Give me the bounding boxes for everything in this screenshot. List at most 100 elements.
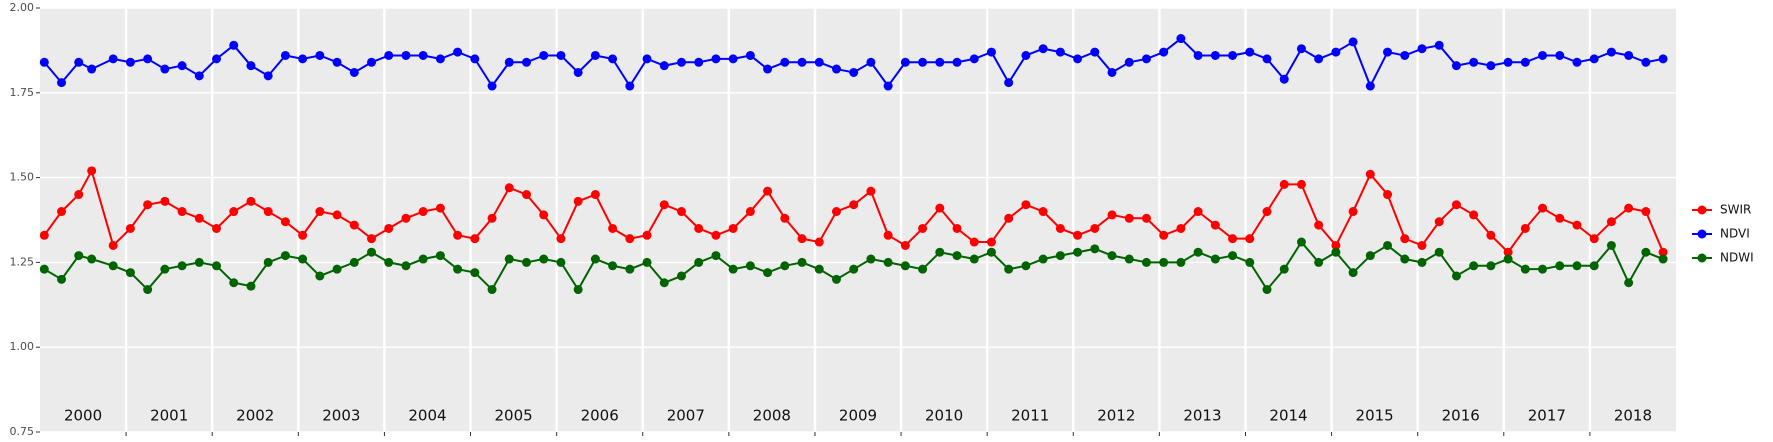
point: [1107, 251, 1117, 261]
point: [1228, 234, 1238, 244]
point: [57, 78, 67, 88]
year-label: 2005: [494, 407, 532, 425]
point: [212, 261, 222, 271]
point: [556, 234, 566, 244]
point: [676, 271, 686, 281]
point: [125, 223, 135, 233]
point: [1262, 285, 1272, 295]
point: [1434, 217, 1444, 227]
point: [298, 230, 308, 240]
point: [332, 210, 342, 220]
point: [590, 50, 600, 60]
point: [1210, 50, 1220, 60]
point: [1210, 254, 1220, 264]
point: [1417, 44, 1427, 54]
point: [143, 54, 153, 64]
point: [1073, 247, 1083, 257]
point: [1451, 200, 1461, 210]
point: [1073, 230, 1083, 240]
point: [1262, 54, 1272, 64]
point: [160, 264, 170, 274]
point: [74, 251, 84, 261]
point: [935, 203, 945, 213]
point: [435, 203, 445, 213]
point: [1589, 261, 1599, 271]
point: [470, 234, 480, 244]
year-label: 2001: [150, 407, 188, 425]
point: [384, 50, 394, 60]
point: [349, 220, 359, 230]
year-label: 2014: [1269, 407, 1307, 425]
point: [952, 223, 962, 233]
point: [918, 223, 928, 233]
point: [418, 207, 428, 217]
point: [1641, 247, 1651, 257]
point: [556, 257, 566, 267]
point: [1365, 169, 1375, 179]
year-label: 2015: [1356, 407, 1394, 425]
point: [1279, 74, 1289, 84]
point: [401, 50, 411, 60]
point: [1348, 37, 1358, 47]
point: [246, 281, 256, 291]
year-label: 2012: [1097, 407, 1135, 425]
point: [1021, 50, 1031, 60]
point: [160, 196, 170, 206]
point: [1589, 54, 1599, 64]
point: [1159, 47, 1169, 57]
point: [1296, 237, 1306, 247]
point: [1417, 240, 1427, 250]
point: [1279, 264, 1289, 274]
point: [728, 264, 738, 274]
point: [1073, 54, 1083, 64]
point: [1572, 220, 1582, 230]
point: [263, 207, 273, 217]
point: [1383, 47, 1393, 57]
point: [1193, 50, 1203, 60]
point: [1107, 67, 1117, 77]
point: [1365, 251, 1375, 261]
point: [1624, 203, 1634, 213]
point: [573, 285, 583, 295]
year-label: 2009: [839, 407, 877, 425]
y-tick-label: 1.75: [10, 86, 35, 99]
point: [418, 254, 428, 264]
year-label: 2016: [1442, 407, 1480, 425]
point: [39, 264, 49, 274]
point: [1141, 257, 1151, 267]
point: [1469, 261, 1479, 271]
point: [969, 237, 979, 247]
year-label: 2013: [1183, 407, 1221, 425]
point: [1624, 278, 1634, 288]
point: [487, 285, 497, 295]
point: [694, 257, 704, 267]
point: [1606, 47, 1616, 57]
point: [608, 261, 618, 271]
point: [1520, 57, 1530, 67]
y-tick-label: 1.25: [10, 255, 35, 268]
point: [1055, 47, 1065, 57]
point: [1159, 230, 1169, 240]
point: [676, 207, 686, 217]
point: [1572, 57, 1582, 67]
point: [1245, 234, 1255, 244]
point: [263, 257, 273, 267]
point: [1503, 247, 1513, 257]
point: [797, 234, 807, 244]
point: [1279, 179, 1289, 189]
point: [1055, 251, 1065, 261]
point: [659, 278, 669, 288]
year-label: 2004: [408, 407, 446, 425]
point: [315, 271, 325, 281]
point: [1520, 264, 1530, 274]
point: [177, 61, 187, 71]
point: [1176, 257, 1186, 267]
point: [108, 240, 118, 250]
point: [1262, 207, 1272, 217]
point: [900, 240, 910, 250]
point: [900, 57, 910, 67]
y-tick-label: 1.50: [10, 171, 35, 184]
point: [1090, 244, 1100, 254]
point: [1383, 240, 1393, 250]
